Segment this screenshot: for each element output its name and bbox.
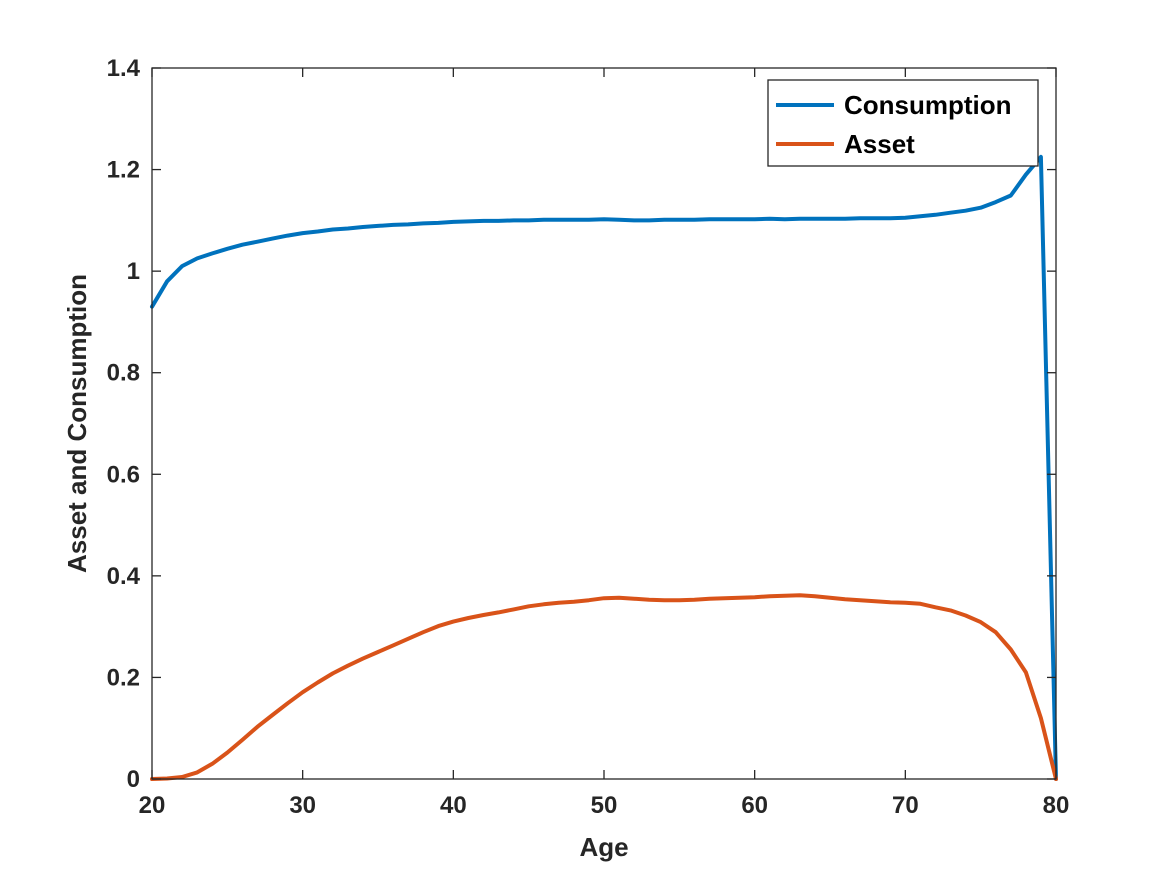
x-tick-label: 20 <box>139 792 166 819</box>
y-axis-label: Asset and Consumption <box>62 274 92 573</box>
x-tick-label: 60 <box>741 792 768 819</box>
y-tick-label: 0.4 <box>107 563 141 590</box>
y-tick-label: 0.6 <box>107 461 140 488</box>
x-tick-label: 30 <box>289 792 316 819</box>
plot-area-box <box>151 67 1057 780</box>
y-tick-label: 0.8 <box>107 360 140 387</box>
legend-entry-asset: Asset <box>844 129 915 159</box>
legend-box <box>767 79 1039 167</box>
x-axis-label: Age <box>579 832 628 862</box>
y-tick-label: 0.2 <box>107 664 140 691</box>
series-line-asset <box>150 593 1058 781</box>
x-tick-label: 80 <box>1043 792 1070 819</box>
x-tick-label: 50 <box>591 792 618 819</box>
x-tick-label: 40 <box>440 792 467 819</box>
series-line-consumption <box>150 154 1058 781</box>
y-axis-ticks: 0 0.2 0.4 0.6 0.8 1 1.2 1.4 <box>107 55 1056 793</box>
y-tick-label: 1 <box>127 258 140 285</box>
y-tick-label: 0 <box>127 766 140 793</box>
plot-series-layer <box>150 154 1058 781</box>
legend-entry-consumption: Consumption <box>844 90 1012 120</box>
legend: Consumption Asset <box>767 79 1039 167</box>
y-tick-label: 1.2 <box>107 157 140 184</box>
x-axis-ticks: 20 30 40 50 60 70 80 <box>139 68 1070 819</box>
x-tick-label: 70 <box>892 792 919 819</box>
y-tick-label: 1.4 <box>107 55 141 82</box>
